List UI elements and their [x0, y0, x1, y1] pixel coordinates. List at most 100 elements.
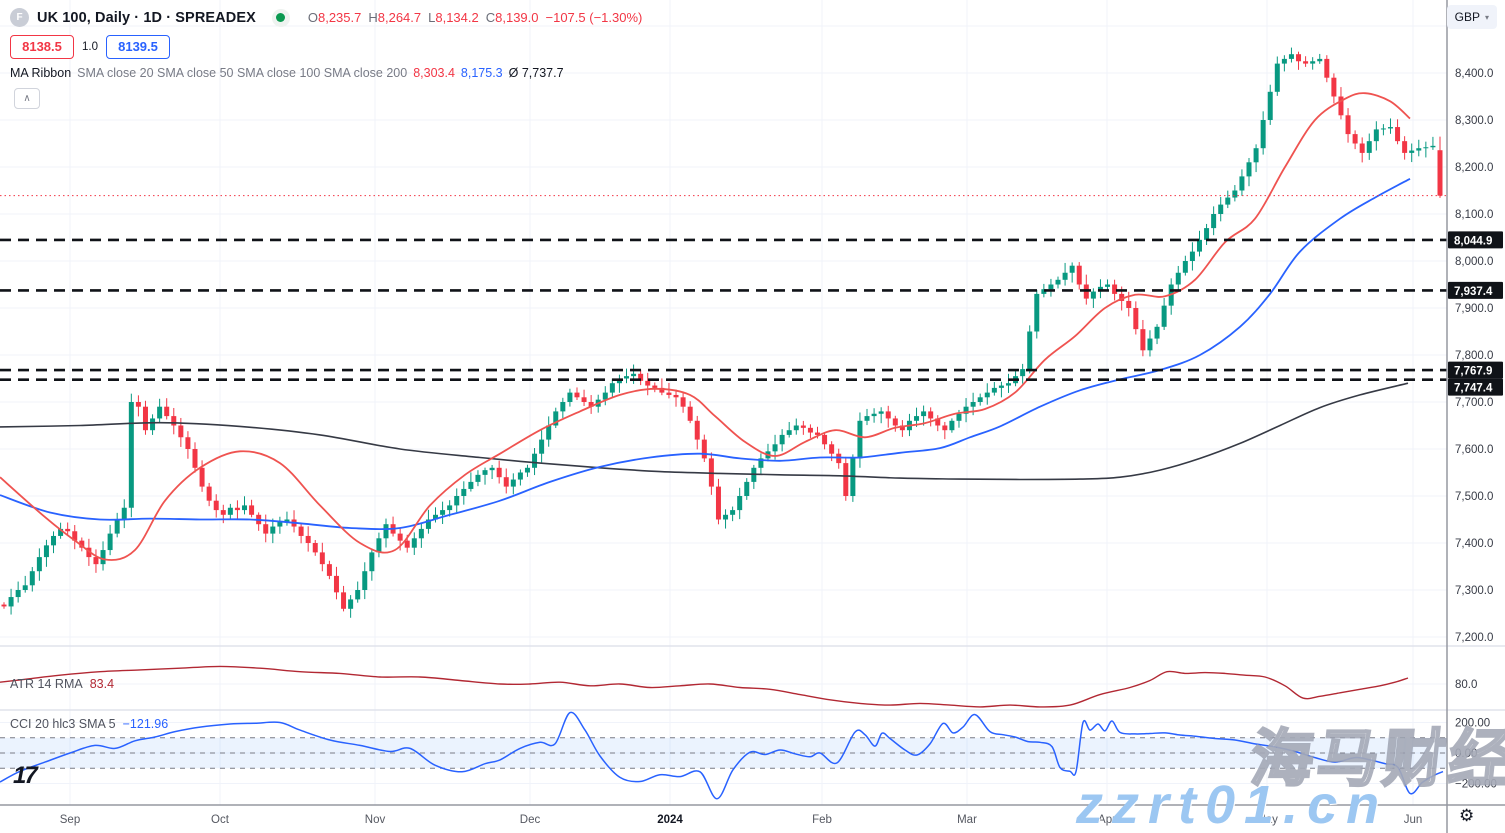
candle-body: [142, 406, 148, 431]
high-value: 8,264.7: [377, 10, 422, 25]
price-tick-label[interactable]: 8,000.0: [1455, 256, 1493, 268]
trade-panel: 8138.5 1.0 8139.5: [10, 35, 170, 59]
candle-body: [1246, 162, 1252, 177]
candle-body: [1395, 127, 1401, 142]
price-line-badge: [1448, 281, 1503, 299]
gear-icon[interactable]: ⚙: [1459, 806, 1475, 825]
candle-body: [1189, 251, 1195, 261]
candle-body: [991, 387, 997, 393]
candle-body: [574, 392, 580, 398]
candle-body: [489, 467, 495, 471]
candle-body: [1090, 291, 1096, 299]
ma-ribbon-params: SMA close 20 SMA close 50 SMA close 100 …: [77, 66, 408, 80]
candle-body: [404, 540, 410, 548]
candle-body: [1239, 176, 1245, 191]
ohlc-values: O8,235.7 H8,264.7 L8,134.2 C8,139.0 −107…: [308, 10, 643, 25]
collapse-legend-button[interactable]: ∧: [14, 88, 40, 109]
candle-body: [1020, 369, 1026, 377]
candle-body: [885, 411, 891, 419]
open-label: O: [307, 10, 318, 25]
time-tick-label[interactable]: Jun: [1404, 814, 1423, 826]
candle-body: [673, 394, 679, 398]
price-tick-label[interactable]: 7,500.0: [1455, 491, 1493, 503]
candle-body: [1140, 329, 1146, 351]
candle-body: [963, 406, 969, 414]
time-tick-label[interactable]: Oct: [211, 814, 230, 826]
price-tick-label[interactable]: 7,400.0: [1455, 538, 1493, 550]
candle-body: [135, 402, 141, 407]
price-tick-label[interactable]: 7,600.0: [1455, 444, 1493, 456]
time-tick-label[interactable]: Sep: [60, 814, 80, 826]
candle-body: [680, 397, 686, 407]
time-tick-label[interactable]: Feb: [812, 814, 832, 826]
candle-body: [631, 373, 637, 377]
market-status[interactable]: [271, 8, 290, 27]
candle-body: [185, 437, 191, 449]
candle-body: [1296, 54, 1302, 62]
candle-body: [786, 430, 792, 435]
price-tick-label[interactable]: 8,300.0: [1455, 115, 1493, 127]
price-tick-label[interactable]: 7,900.0: [1455, 303, 1493, 315]
ma-ribbon-legend[interactable]: MA Ribbon SMA close 20 SMA close 50 SMA …: [10, 66, 564, 80]
symbol-header: F UK 100, Daily · 1D · SPREADEX O8,235.7…: [10, 8, 642, 27]
cci-tick-label[interactable]: −200.00: [1455, 779, 1497, 791]
candle-body: [1303, 61, 1309, 64]
time-tick-label[interactable]: Apr: [1098, 814, 1116, 826]
tradingview-logo-icon[interactable]: 17: [13, 762, 38, 789]
price-tick-label[interactable]: 7,800.0: [1455, 350, 1493, 362]
atr-legend[interactable]: ATR 14 RMA 83.4: [10, 677, 114, 691]
atr-tick-label[interactable]: 80.0: [1455, 679, 1477, 691]
chevron-up-icon: ∧: [23, 93, 31, 104]
price-tick-label[interactable]: 8,100.0: [1455, 209, 1493, 221]
candle-body: [892, 418, 898, 426]
candle-body: [1253, 148, 1259, 163]
currency-label: GBP: [1454, 10, 1480, 24]
price-line-badge-label: 7,747.4: [1454, 383, 1493, 395]
candle-body: [1204, 228, 1210, 240]
ma-ribbon-name: MA Ribbon: [10, 66, 72, 80]
candle-body: [319, 552, 325, 565]
price-line-badge: [1448, 378, 1503, 396]
candle-body: [1288, 54, 1294, 59]
candle-body: [234, 507, 240, 511]
candle-body: [107, 533, 113, 551]
candle-body: [1345, 115, 1351, 135]
cci-tick-label[interactable]: 0.00: [1455, 748, 1477, 760]
candle-body: [8, 597, 14, 607]
candle-body: [1112, 284, 1118, 294]
candle-body: [737, 496, 743, 511]
sell-button[interactable]: 8138.5: [10, 35, 74, 59]
candle-body: [772, 444, 778, 452]
candle-body: [1352, 134, 1358, 144]
sma50-value: 8,175.3: [460, 66, 503, 80]
time-tick-label[interactable]: May: [1256, 814, 1278, 826]
price-tick-label[interactable]: 8,400.0: [1455, 68, 1493, 80]
price-tick-label[interactable]: 8,200.0: [1455, 162, 1493, 174]
buy-button[interactable]: 8139.5: [106, 35, 170, 59]
price-tick-label[interactable]: 7,700.0: [1455, 397, 1493, 409]
time-tick-label[interactable]: Mar: [957, 814, 977, 826]
candle-body: [150, 418, 156, 431]
symbol-avatar: F: [10, 8, 29, 27]
candle-body: [249, 505, 255, 515]
price-tick-label[interactable]: 7,300.0: [1455, 585, 1493, 597]
candle-body: [723, 514, 729, 520]
cci-legend[interactable]: CCI 20 hlc3 SMA 5 −121.96: [10, 717, 168, 731]
candle-body: [227, 507, 233, 515]
sma-average-value: Ø 7,737.7: [508, 66, 564, 80]
candle-body: [15, 590, 21, 598]
time-tick-label[interactable]: Nov: [365, 814, 386, 826]
time-tick-label[interactable]: Dec: [520, 814, 541, 826]
symbol-title[interactable]: UK 100, Daily · 1D · SPREADEX: [37, 9, 256, 26]
currency-selector[interactable]: GBP ▾: [1446, 5, 1497, 29]
price-tick-label[interactable]: 7,200.0: [1455, 632, 1493, 644]
candle-body: [93, 557, 99, 565]
candle-body: [942, 425, 948, 431]
candle-body: [503, 477, 509, 487]
candle-body: [517, 472, 523, 480]
cci-tick-label[interactable]: 200.00: [1455, 718, 1490, 730]
time-tick-label[interactable]: 2024: [657, 814, 683, 826]
cci-name: CCI 20 hlc3 SMA 5: [10, 717, 116, 731]
